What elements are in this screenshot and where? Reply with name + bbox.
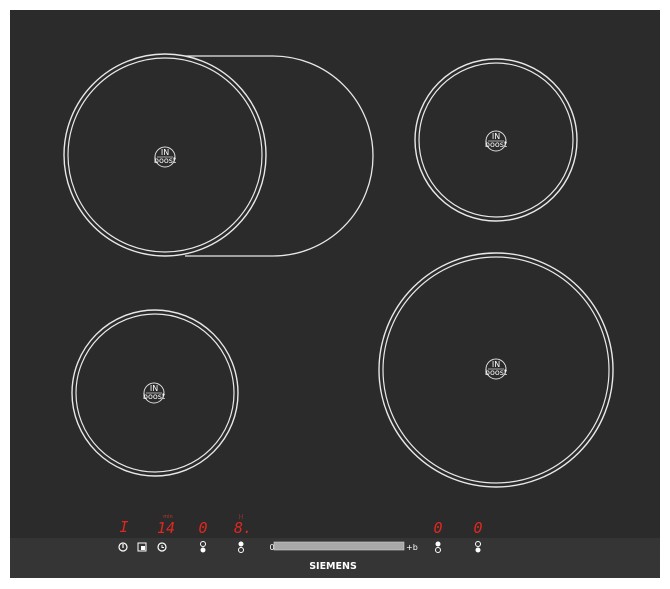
badge-top: IN <box>492 132 500 141</box>
timer-icon[interactable] <box>157 542 167 552</box>
badge-top: IN <box>150 384 158 393</box>
zone-select-icon-4[interactable] <box>475 541 481 553</box>
zone-display-4: 0 <box>473 519 482 537</box>
zone-display-2: 8. <box>234 519 252 537</box>
cooking-zone-front-left[interactable]: IN boost <box>71 309 239 477</box>
timer-display: 14 <box>157 519 175 537</box>
timer-label: min <box>163 514 172 520</box>
induction-boost-badge: IN boost <box>485 358 507 380</box>
badge-bottom: boost <box>143 392 165 401</box>
status-indicator: I <box>119 518 128 536</box>
zone-select-icon-3[interactable] <box>435 541 441 553</box>
cooking-zone-rear-right[interactable]: IN boost <box>414 58 578 222</box>
zone-display-3: 0 <box>433 519 442 537</box>
power-icon[interactable] <box>118 542 128 552</box>
glass-surface <box>10 10 660 578</box>
cooking-zone-front-right[interactable]: IN boost <box>378 252 614 488</box>
zone-ring-outer <box>63 53 267 257</box>
zone-display-2-label: |-| <box>238 514 243 520</box>
slider-max-label: +b <box>406 543 418 552</box>
badge-bottom: boost <box>485 368 507 377</box>
flex-bridge-outline <box>185 55 374 257</box>
zone-display-1: 0 <box>198 519 207 537</box>
child-lock-icon[interactable] <box>137 542 147 552</box>
induction-boost-badge: IN boost <box>485 130 507 152</box>
induction-boost-badge: IN boost <box>154 146 176 168</box>
brand-logo: SIEMENS <box>309 561 357 572</box>
power-slider[interactable] <box>273 541 405 551</box>
zone-select-icon-1[interactable] <box>200 541 206 553</box>
badge-top: IN <box>161 148 169 157</box>
slider-min-label: 0 <box>269 543 274 552</box>
zone-select-icon-2[interactable] <box>238 541 244 553</box>
cooking-zone-flex[interactable]: IN boost <box>63 53 374 257</box>
badge-bottom: boost <box>485 140 507 149</box>
induction-boost-badge: IN boost <box>143 382 165 404</box>
badge-top: IN <box>492 360 500 369</box>
badge-bottom: boost <box>154 156 176 165</box>
zone-ring-inner <box>67 57 263 253</box>
